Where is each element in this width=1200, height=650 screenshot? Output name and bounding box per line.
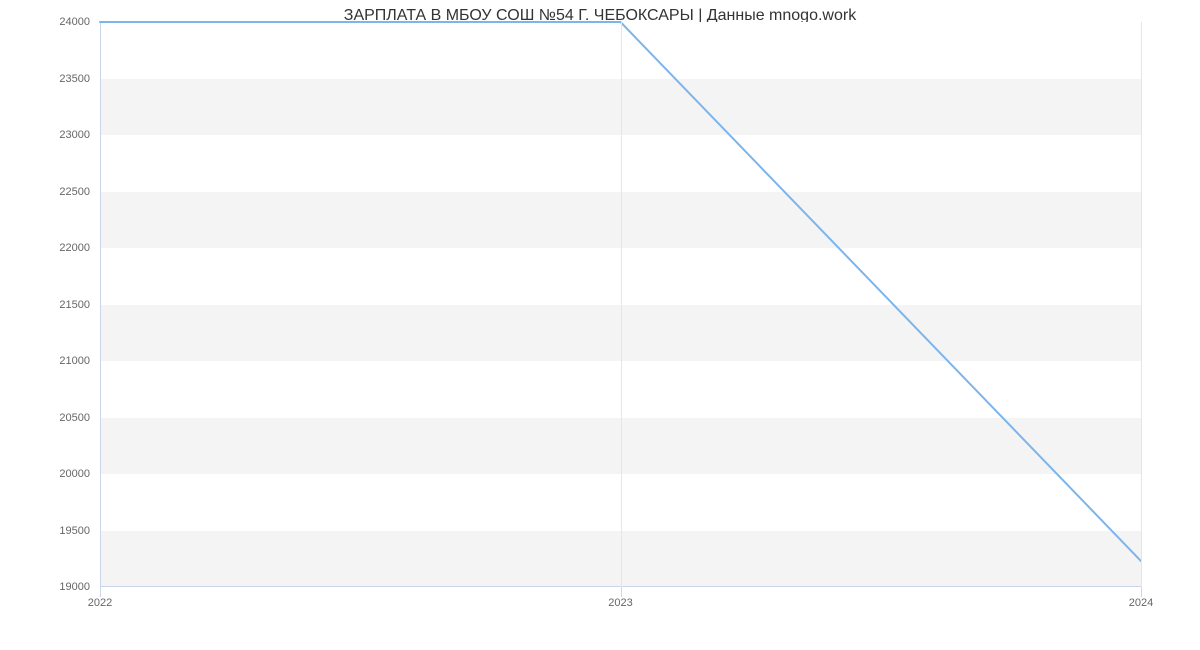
- x-gridline: [621, 22, 622, 587]
- salary-chart: ЗАРПЛАТА В МБОУ СОШ №54 Г. ЧЕБОКСАРЫ | Д…: [0, 0, 1200, 650]
- y-tick-label: 24000: [59, 16, 100, 28]
- x-tick-label: 2024: [1129, 587, 1153, 609]
- y-tick-label: 21500: [59, 299, 100, 311]
- y-tick-label: 22000: [59, 242, 100, 254]
- y-tick-label: 21000: [59, 355, 100, 367]
- x-gridline: [1141, 22, 1142, 587]
- y-tick-label: 20000: [59, 468, 100, 480]
- y-tick-label: 22500: [59, 186, 100, 198]
- y-tick-label: 20500: [59, 412, 100, 424]
- y-tick-label: 19000: [59, 581, 100, 593]
- x-tick-label: 2023: [608, 587, 632, 609]
- y-tick-label: 23000: [59, 129, 100, 141]
- y-tick-label: 23500: [59, 73, 100, 85]
- y-tick-label: 19500: [59, 525, 100, 537]
- plot-area: 2022202320241900019500200002050021000215…: [100, 22, 1141, 587]
